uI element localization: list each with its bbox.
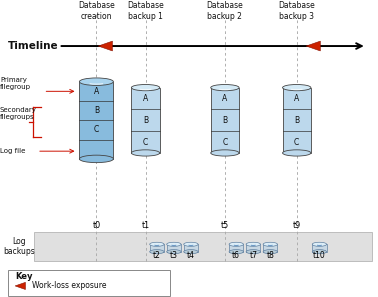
Text: C: C bbox=[222, 138, 228, 146]
Bar bbox=[34, 232, 372, 261]
Text: Log file: Log file bbox=[0, 148, 25, 154]
Ellipse shape bbox=[246, 242, 260, 246]
Ellipse shape bbox=[282, 150, 311, 156]
Bar bbox=[184, 244, 198, 252]
Text: C: C bbox=[94, 125, 99, 135]
Ellipse shape bbox=[263, 250, 277, 254]
Ellipse shape bbox=[263, 242, 277, 246]
Text: Secondary
filegroups: Secondary filegroups bbox=[0, 107, 37, 120]
Bar bbox=[132, 88, 160, 153]
Text: t4: t4 bbox=[187, 251, 195, 260]
Text: Key: Key bbox=[15, 272, 33, 281]
Ellipse shape bbox=[211, 150, 239, 156]
Ellipse shape bbox=[150, 250, 164, 254]
Bar bbox=[282, 88, 311, 153]
Ellipse shape bbox=[150, 242, 164, 246]
Polygon shape bbox=[98, 41, 112, 51]
Text: t5: t5 bbox=[221, 221, 229, 230]
Ellipse shape bbox=[79, 78, 113, 86]
Text: A: A bbox=[94, 87, 99, 96]
Text: Database
backup 2: Database backup 2 bbox=[206, 1, 243, 21]
Ellipse shape bbox=[211, 84, 239, 91]
Ellipse shape bbox=[246, 250, 260, 254]
Bar bbox=[79, 82, 113, 159]
Text: Database
backup 1: Database backup 1 bbox=[127, 1, 164, 21]
Text: Work-loss exposure: Work-loss exposure bbox=[32, 282, 107, 290]
Text: B: B bbox=[294, 116, 299, 125]
Text: Database
creation: Database creation bbox=[78, 1, 115, 21]
Bar bbox=[8, 270, 170, 296]
Text: t0: t0 bbox=[92, 221, 101, 230]
Text: B: B bbox=[143, 116, 148, 125]
Text: A: A bbox=[222, 94, 228, 103]
Ellipse shape bbox=[229, 250, 243, 254]
Text: C: C bbox=[294, 138, 299, 146]
Text: Log
backups: Log backups bbox=[3, 237, 35, 256]
Bar bbox=[263, 244, 277, 252]
Bar bbox=[229, 244, 243, 252]
Text: C: C bbox=[143, 138, 148, 146]
Ellipse shape bbox=[282, 84, 311, 91]
Text: B: B bbox=[222, 116, 228, 125]
Text: Primary
filegroup: Primary filegroup bbox=[0, 77, 31, 90]
Bar bbox=[246, 244, 260, 252]
Ellipse shape bbox=[229, 242, 243, 246]
Polygon shape bbox=[306, 41, 320, 51]
Bar bbox=[312, 244, 327, 252]
Ellipse shape bbox=[312, 250, 327, 254]
Text: A: A bbox=[143, 94, 148, 103]
Text: Database
backup 3: Database backup 3 bbox=[278, 1, 315, 21]
Bar bbox=[150, 244, 164, 252]
Ellipse shape bbox=[132, 84, 160, 91]
Text: t8: t8 bbox=[266, 251, 274, 260]
Text: t7: t7 bbox=[249, 251, 257, 260]
Ellipse shape bbox=[184, 242, 198, 246]
Text: t6: t6 bbox=[232, 251, 240, 260]
Ellipse shape bbox=[167, 250, 181, 254]
Text: A: A bbox=[294, 94, 299, 103]
Ellipse shape bbox=[184, 250, 198, 254]
Ellipse shape bbox=[167, 242, 181, 246]
Text: t10: t10 bbox=[313, 251, 326, 260]
Text: B: B bbox=[94, 106, 99, 115]
Bar bbox=[167, 244, 181, 252]
Ellipse shape bbox=[312, 242, 327, 246]
Bar bbox=[211, 88, 239, 153]
Text: t3: t3 bbox=[170, 251, 178, 260]
Text: t1: t1 bbox=[141, 221, 150, 230]
Ellipse shape bbox=[132, 150, 160, 156]
Text: t2: t2 bbox=[153, 251, 161, 260]
Polygon shape bbox=[15, 282, 25, 290]
Ellipse shape bbox=[79, 155, 113, 163]
Text: Timeline: Timeline bbox=[8, 41, 58, 51]
Text: t9: t9 bbox=[293, 221, 301, 230]
